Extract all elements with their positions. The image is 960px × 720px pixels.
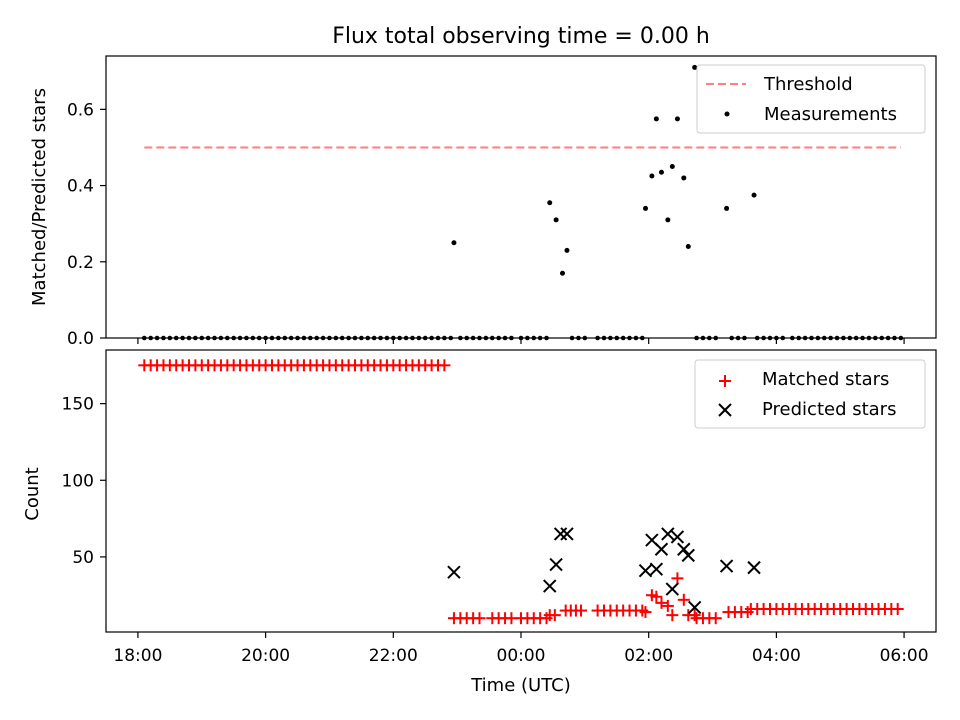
predicted-stars-point: [560, 527, 574, 541]
x-tick-label: 02:00: [624, 646, 673, 666]
predicted-stars-point: [549, 557, 563, 572]
predicted-stars-point: [670, 530, 685, 544]
legend-matched-label: Matched stars: [762, 369, 889, 390]
bottom-plot-area: [138, 359, 904, 625]
measurement-point: [669, 164, 675, 170]
measurement-point: [665, 217, 671, 223]
bottom-y-tick-label: 150: [62, 395, 94, 415]
predicted-stars-point: [661, 527, 675, 541]
x-tick-label: 22:00: [369, 646, 418, 666]
measurement-point: [674, 116, 680, 122]
matched-stars-point: [636, 604, 649, 617]
measurement-point: [564, 247, 570, 253]
predicted-stars-point: [687, 600, 702, 615]
legend-predicted-swatch: [718, 403, 732, 417]
bottom-y-ticks: 50 100 150: [62, 395, 106, 568]
legend-predicted-label: Predicted stars: [762, 399, 896, 420]
matched-stars-point: [438, 359, 451, 372]
x-ticks: 18:00 20:00 22:00 00:00 02:00 04:00 06:00: [113, 632, 929, 666]
matched-stars-point: [473, 612, 486, 625]
bottom-legend: Matched stars Predicted stars: [694, 359, 926, 429]
matched-stars-point: [540, 612, 553, 625]
top-y-tick-label: 0.0: [67, 329, 94, 349]
top-y-axis-label: Matched/Predicted stars: [29, 88, 50, 306]
measurement-point: [547, 200, 553, 206]
matched-stars-point: [505, 612, 518, 625]
predicted-stars-point: [719, 559, 734, 573]
predicted-stars-point: [543, 579, 557, 593]
measurement-point: [681, 175, 687, 181]
measurement-point: [751, 192, 757, 198]
x-tick-label: 00:00: [497, 646, 546, 666]
matched-stars-point: [639, 606, 652, 619]
x-tick-label: 04:00: [752, 646, 801, 666]
matched-stars-point: [709, 612, 722, 625]
x-tick-label: 18:00: [113, 646, 162, 666]
matched-stars-point: [548, 609, 561, 622]
bottom-y-axis-label: Count: [22, 467, 43, 520]
matched-stars-point: [671, 572, 684, 585]
legend-threshold-label: Threshold: [763, 74, 853, 95]
measurement-point: [692, 64, 698, 70]
measurement-point: [658, 169, 664, 175]
matched-stars-point: [677, 593, 690, 606]
predicted-stars-point: [638, 563, 653, 578]
matched-stars-point: [688, 609, 701, 622]
bottom-legend-box: [694, 359, 926, 429]
measurement-point: [643, 205, 648, 211]
predicted-stars-point: [553, 527, 568, 541]
measurement-point: [649, 173, 655, 179]
top-y-ticks: 0.0 0.2 0.4 0.6: [67, 100, 905, 349]
measurement-point: [653, 116, 659, 122]
measurement-point: [560, 270, 565, 276]
measurement-point: [724, 205, 730, 211]
predicted-stars-point: [681, 548, 695, 563]
x-axis-label: Time (UTC): [470, 675, 571, 696]
matched-stars-point: [650, 590, 663, 603]
bottom-y-tick-label: 50: [72, 548, 94, 568]
matched-stars-point: [661, 599, 674, 612]
measurement-point: [685, 244, 691, 250]
predicted-stars-point: [665, 582, 680, 596]
measurement-point: [553, 217, 559, 223]
predicted-stars-point: [649, 562, 664, 576]
bottom-y-tick-label: 100: [62, 471, 94, 491]
measurement-point: [451, 240, 457, 246]
predicted-stars-point: [654, 542, 669, 556]
x-tick-label: 20:00: [241, 646, 290, 666]
legend-measurements-label: Measurements: [764, 104, 897, 125]
matched-stars-point: [891, 603, 904, 616]
matched-stars-point: [741, 606, 754, 619]
matched-stars-point: [666, 609, 679, 622]
legend-matched-swatch: [719, 375, 731, 387]
top-y-tick-label: 0.4: [67, 177, 94, 197]
predicted-stars-point: [747, 560, 761, 575]
chart-title: Flux total observing time = 0.00 h: [332, 24, 710, 49]
predicted-stars-point: [447, 565, 461, 579]
top-y-tick-label: 0.2: [67, 253, 94, 273]
x-tick-label: 06:00: [880, 646, 929, 666]
legend-measurements-swatch: [724, 111, 730, 117]
top-legend: Threshold Measurements: [696, 64, 926, 134]
top-y-tick-label: 0.6: [67, 100, 94, 120]
matched-stars-point: [575, 604, 588, 617]
predicted-stars-point: [677, 542, 691, 556]
matched-stars-point: [655, 596, 668, 609]
top-legend-box: [696, 64, 926, 134]
